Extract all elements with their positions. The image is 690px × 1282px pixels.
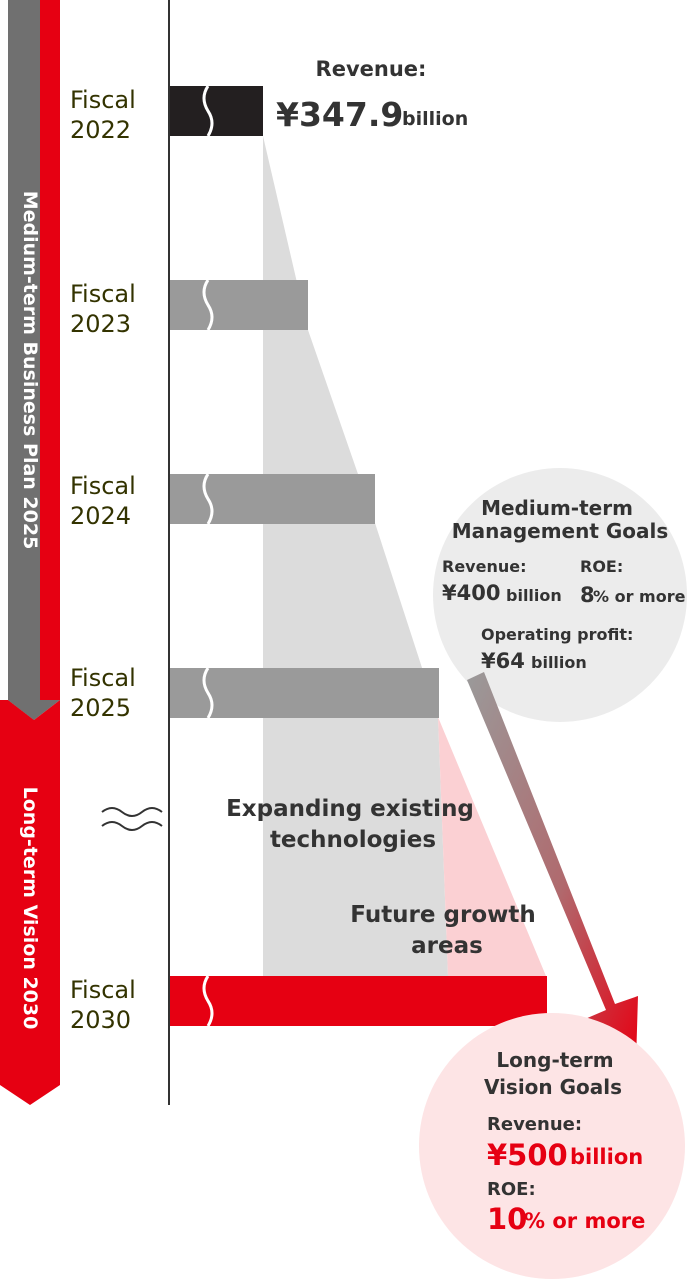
- existing-tech-area: [263, 136, 448, 976]
- long-term-label: Long-term Vision 2030: [19, 787, 41, 1030]
- year-label-2023-fiscal: Fiscal: [70, 280, 136, 308]
- medium-roe-label: ROE:: [580, 557, 623, 576]
- year-label-2023-year: 2023: [70, 310, 131, 338]
- future-growth-label-1: Future growth: [350, 902, 535, 928]
- axis-break-icon: [101, 807, 163, 831]
- medium-op-value: ¥64: [481, 649, 525, 673]
- year-label-2030-fiscal: Fiscal: [70, 976, 136, 1004]
- year-label-2022-year: 2022: [70, 116, 131, 144]
- year-label-2024-fiscal: Fiscal: [70, 472, 136, 500]
- medium-roe-value: 8: [580, 583, 595, 607]
- long-goals-title-2: Vision Goals: [484, 1075, 622, 1099]
- bar-2030: [170, 975, 547, 1027]
- bar-2022: [170, 85, 263, 137]
- future-growth-label-2: areas: [411, 933, 483, 959]
- long-goals-title-1: Long-term: [496, 1048, 613, 1072]
- long-roe-label: ROE:: [487, 1179, 536, 1200]
- long-term-banner: [0, 700, 60, 1105]
- long-goals-circle: [419, 1013, 685, 1279]
- future-growth-area: [438, 717, 546, 976]
- year-label-2025-year: 2025: [70, 694, 131, 722]
- side-banner: Medium-term Business Plan 2025 Long-term…: [0, 0, 60, 1105]
- year-label-2022-fiscal: Fiscal: [70, 86, 136, 114]
- top-revenue-value: ¥347.9: [276, 95, 403, 134]
- top-revenue-label: Revenue:: [316, 57, 427, 81]
- bar-2024: [170, 473, 375, 525]
- top-revenue-unit: billion: [402, 108, 468, 130]
- goal-arrow: [467, 672, 638, 1062]
- medium-op-unit: billion: [531, 653, 587, 672]
- year-label-2030-year: 2030: [70, 1006, 131, 1034]
- medium-revenue-label: Revenue:: [442, 557, 526, 576]
- long-revenue-unit: billion: [570, 1145, 643, 1169]
- long-roe-unit: % or more: [524, 1209, 645, 1233]
- medium-roe-unit: % or more: [593, 587, 686, 606]
- medium-revenue-value: ¥400: [442, 581, 500, 605]
- long-roe-value: 10: [487, 1202, 527, 1236]
- bar-2023: [170, 279, 308, 331]
- medium-op-label: Operating profit:: [481, 625, 633, 644]
- medium-revenue-unit: billion: [506, 586, 562, 605]
- medium-goals-title-1: Medium-term: [481, 496, 633, 520]
- year-label-2025-fiscal: Fiscal: [70, 664, 136, 692]
- year-label-2024-year: 2024: [70, 502, 131, 530]
- long-revenue-label: Revenue:: [487, 1114, 582, 1135]
- long-revenue-value: ¥500: [487, 1138, 568, 1172]
- existing-tech-label-2: technologies: [270, 827, 436, 853]
- medium-goals-title-2: Management Goals: [452, 519, 669, 543]
- medium-goals-circle: [433, 468, 687, 722]
- existing-tech-label-1: Expanding existing: [226, 796, 474, 822]
- bar-2025: [170, 667, 439, 719]
- medium-term-label: Medium-term Business Plan 2025: [19, 191, 41, 550]
